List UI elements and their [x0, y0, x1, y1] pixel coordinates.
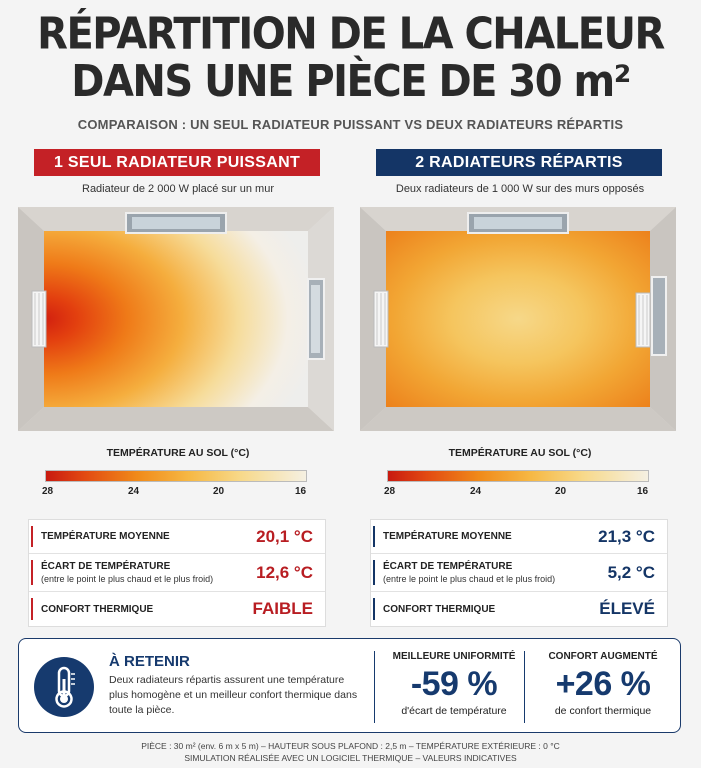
right-stat-sublabel: (entre le point le plus chaud et le plus…	[383, 574, 556, 584]
right-description: Deux radiateurs de 1 000 W sur des murs …	[395, 183, 645, 195]
right-scenario: 2 RADIATEURS RÉPARTIS Deux radiateurs de…	[360, 149, 680, 627]
right-stats-table: TEMPÉRATURE MOYENNE 21,3 °C ÉCART DE TEM…	[370, 519, 668, 627]
metric-comfort-sub: de confort thermique	[554, 705, 652, 717]
left-scenario: 1 SEUL RADIATEUR PUISSANT Radiateur de 2…	[18, 149, 338, 627]
left-radiator-icon	[31, 290, 47, 348]
right-stat-value: 5,2 °C	[607, 562, 655, 582]
metric-comfort-title: CONFORT AUGMENTÉ	[548, 651, 658, 662]
footer-line-1: PIÈCE : 30 m² (env. 6 m x 5 m) – HAUTEUR…	[141, 741, 560, 751]
right-stat-row: CONFORT THERMIQUE ÉLEVÉ	[371, 592, 667, 626]
page-subtitle: COMPARAISON : UN SEUL RADIATEUR PUISSANT…	[77, 117, 624, 132]
right-stat-value: 21,3 °C	[598, 526, 655, 546]
metric-uniformity-title: MEILLEURE UNIFORMITÉ	[392, 651, 516, 662]
key-takeaway-box: À RETENIR Deux radiateurs répartis assur…	[18, 638, 681, 733]
right-stat-label: ÉCART DE TEMPÉRATURE	[383, 561, 513, 572]
metric-uniformity: MEILLEURE UNIFORMITÉ -59 % d'écart de te…	[379, 651, 529, 717]
left-stat-label: ÉCART DE TEMPÉRATURE	[41, 561, 171, 572]
left-room-heatmap	[18, 207, 334, 431]
right-window-right	[651, 276, 667, 356]
right-color-scale	[387, 470, 649, 482]
left-scale-ticks: 28 24 20 16	[42, 486, 307, 500]
thermometer-icon	[34, 657, 94, 717]
title-line-2: DANS UNE PIÈCE DE 30 m²	[71, 56, 631, 107]
divider	[374, 651, 375, 723]
footer-line-2: SIMULATION RÉALISÉE AVEC UN LOGICIEL THE…	[184, 753, 517, 763]
metric-uniformity-value: -59 %	[410, 665, 498, 703]
right-stat-label: TEMPÉRATURE MOYENNE	[383, 531, 512, 542]
metric-comfort-value: +26 %	[555, 665, 651, 703]
right-tick-28: 28	[384, 486, 396, 497]
right-tick-16: 16	[637, 486, 649, 497]
title-line-1: RÉPARTITION DE LA CHALEUR	[37, 9, 665, 60]
takeaway-title: À RETENIR	[109, 653, 190, 670]
left-stat-value: FAIBLE	[252, 599, 313, 618]
right-stat-label: CONFORT THERMIQUE	[383, 603, 496, 615]
left-stat-row: ÉCART DE TEMPÉRATURE (entre le point le p…	[29, 554, 325, 592]
right-tick-20: 20	[555, 486, 567, 497]
metric-comfort: CONFORT AUGMENTÉ +26 % de confort thermi…	[528, 651, 678, 717]
right-banner: 2 RADIATEURS RÉPARTIS	[376, 149, 662, 176]
left-stat-value: 12,6 °C	[256, 562, 313, 582]
right-radiator-icon-right	[635, 292, 651, 348]
takeaway-text: Deux radiateurs répartis assurent une te…	[109, 674, 358, 716]
right-stat-row: ÉCART DE TEMPÉRATURE (entre le point le p…	[371, 554, 667, 592]
right-room-heatmap	[360, 207, 676, 431]
left-stat-value: 20,1 °C	[256, 526, 313, 546]
right-stat-value: ÉLEVÉ	[599, 599, 655, 618]
page-title: RÉPARTITION DE LA CHALEUR DANS UNE PIÈCE…	[0, 10, 701, 105]
left-stat-row: CONFORT THERMIQUE FAIBLE	[29, 592, 325, 626]
left-stat-label: TEMPÉRATURE MOYENNE	[41, 531, 170, 542]
left-stat-sublabel: (entre le point le plus chaud et le plus…	[41, 574, 214, 584]
left-stat-row: TEMPÉRATURE MOYENNE 20,1 °C	[29, 520, 325, 554]
left-legend-title: TEMPÉRATURE AU SOL (°C)	[106, 447, 250, 459]
right-scale-ticks: 28 24 20 16	[384, 486, 649, 500]
left-tick-24: 24	[128, 486, 140, 497]
left-color-scale	[45, 470, 307, 482]
right-stat-row: TEMPÉRATURE MOYENNE 21,3 °C	[371, 520, 667, 554]
left-stats-table: TEMPÉRATURE MOYENNE 20,1 °C ÉCART DE TEM…	[28, 519, 326, 627]
right-tick-24: 24	[470, 486, 482, 497]
left-banner: 1 SEUL RADIATEUR PUISSANT	[34, 149, 320, 176]
divider	[524, 651, 525, 723]
left-tick-16: 16	[295, 486, 307, 497]
right-legend-title: TEMPÉRATURE AU SOL (°C)	[448, 447, 592, 459]
metric-uniformity-sub: d'écart de température	[401, 705, 507, 717]
right-radiator-icon-left	[373, 290, 389, 348]
left-stat-label: CONFORT THERMIQUE	[41, 603, 154, 615]
left-description: Radiateur de 2 000 W placé sur un mur	[82, 183, 274, 195]
left-tick-20: 20	[213, 486, 225, 497]
left-tick-28: 28	[42, 486, 54, 497]
